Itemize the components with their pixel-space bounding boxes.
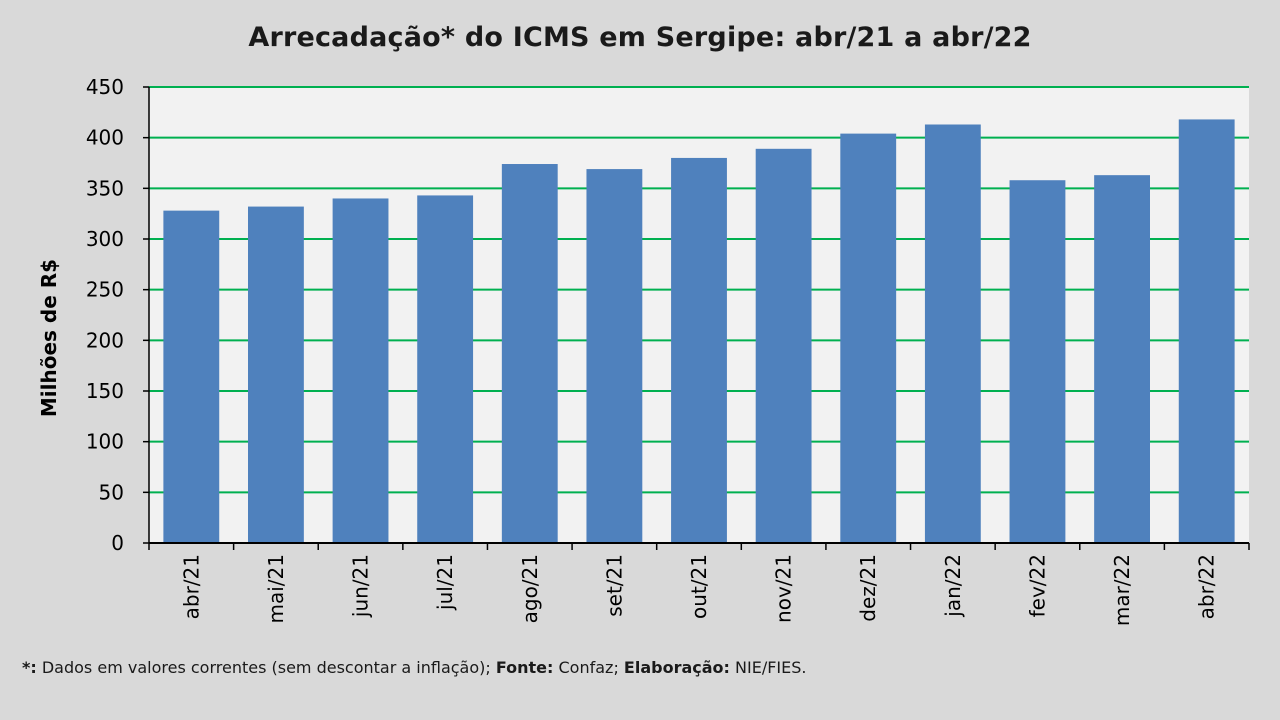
y-axis-title: Milhões de R$	[37, 259, 61, 417]
bar	[1094, 175, 1150, 543]
x-category-label: jan/22	[941, 554, 965, 618]
y-tick-label: 400	[86, 126, 124, 150]
x-category-label: jun/21	[349, 554, 373, 618]
y-tick-label: 150	[86, 379, 124, 403]
x-category-label: ago/21	[518, 554, 542, 623]
footnote-marker: *:	[22, 658, 37, 677]
bar	[332, 198, 389, 543]
y-tick-label: 100	[86, 430, 124, 454]
footnote-text: Dados em valores correntes (sem desconta…	[36, 658, 496, 677]
bar	[501, 164, 558, 543]
x-category-label: abr/21	[179, 554, 203, 619]
footnote-elaboration-label: Elaboração:	[623, 658, 730, 677]
plot-area: 0 50 100 150 200 250 300 350 400 450 abr/21 mai/21 j…	[37, 75, 1250, 626]
y-tick-label: 200	[86, 328, 124, 352]
bar	[417, 195, 474, 543]
bar	[671, 157, 727, 543]
x-category-label: mar/22	[1110, 554, 1134, 626]
bar	[586, 169, 643, 543]
footnote-elaboration-value: NIE/FIES.	[729, 658, 807, 677]
bar	[755, 148, 812, 543]
bar	[840, 133, 897, 543]
x-category-label: dez/21	[856, 554, 880, 622]
x-category-label: fev/22	[1025, 554, 1049, 617]
x-category-label: out/21	[687, 554, 711, 619]
x-category-label: abr/22	[1195, 554, 1219, 619]
y-tick-label: 450	[86, 75, 124, 99]
footnote-source-value: Confaz;	[553, 658, 624, 677]
bar	[248, 206, 304, 543]
x-category-label: nov/21	[772, 554, 796, 623]
y-tick-label: 0	[111, 531, 124, 555]
y-tick-label: 350	[86, 176, 124, 200]
bar	[1178, 119, 1235, 543]
x-category-label: mai/21	[264, 554, 288, 623]
bar	[924, 124, 981, 543]
footnote: *: Dados em valores correntes (sem desco…	[22, 658, 806, 677]
y-tick-label: 250	[86, 278, 124, 302]
footnote-source-label: Fonte:	[495, 658, 554, 677]
x-category-label: set/21	[602, 554, 626, 617]
y-tick-label: 300	[86, 227, 124, 251]
bar	[163, 210, 220, 544]
bar	[1009, 180, 1066, 543]
chart-title: Arrecadação* do ICMS em Sergipe: abr/21 …	[248, 22, 1032, 53]
y-tick-label: 50	[99, 480, 124, 504]
x-category-label: jul/21	[433, 554, 457, 611]
